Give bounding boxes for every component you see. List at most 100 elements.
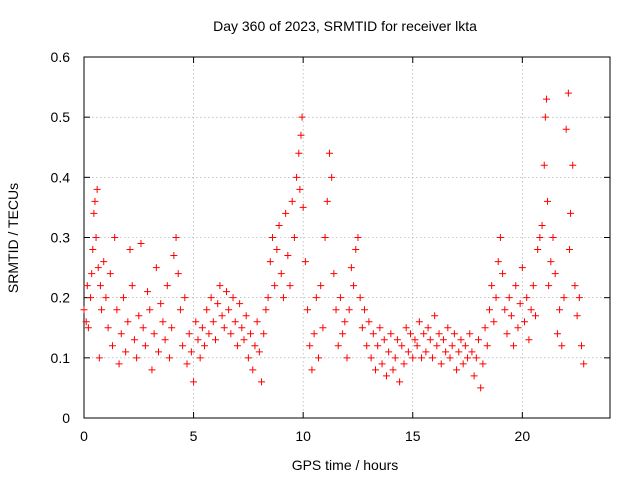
- data-point: [379, 360, 386, 367]
- data-point: [240, 336, 247, 343]
- data-point: [544, 198, 551, 205]
- data-point: [403, 324, 410, 331]
- data-point: [113, 306, 120, 313]
- data-point: [203, 306, 210, 313]
- data-point: [81, 306, 88, 313]
- data-point: [254, 318, 261, 325]
- data-point: [278, 270, 285, 277]
- grid-lines: [84, 57, 610, 418]
- data-point: [173, 234, 180, 241]
- data-point: [440, 336, 447, 343]
- data-point: [186, 330, 193, 337]
- data-point: [234, 342, 241, 349]
- data-point: [177, 306, 184, 313]
- data-point: [129, 282, 136, 289]
- data-point: [385, 348, 392, 355]
- data-point: [499, 270, 506, 277]
- data-point: [425, 324, 432, 331]
- data-point: [346, 306, 353, 313]
- x-tick-label: 10: [295, 428, 311, 444]
- y-tick-label: 0.3: [51, 230, 71, 246]
- data-point: [451, 330, 458, 337]
- data-point: [293, 174, 300, 181]
- data-point: [131, 336, 138, 343]
- data-point: [495, 258, 502, 265]
- data-point: [302, 258, 309, 265]
- data-point: [291, 234, 298, 241]
- data-point: [135, 312, 142, 319]
- data-point: [265, 294, 272, 301]
- data-point: [295, 150, 302, 157]
- data-point: [532, 312, 539, 319]
- data-point: [427, 336, 434, 343]
- data-point: [416, 318, 423, 325]
- data-point: [578, 342, 585, 349]
- data-point: [95, 264, 102, 271]
- data-point: [142, 342, 149, 349]
- data-point: [230, 294, 237, 301]
- data-point: [466, 330, 473, 337]
- data-point: [543, 96, 550, 103]
- data-point: [232, 318, 239, 325]
- data-point: [484, 342, 491, 349]
- data-point: [580, 360, 587, 367]
- data-point: [105, 324, 112, 331]
- data-point: [333, 306, 340, 313]
- data-point: [85, 324, 92, 331]
- data-point: [144, 288, 151, 295]
- data-point: [566, 246, 573, 253]
- data-point: [392, 354, 399, 361]
- data-point: [341, 318, 348, 325]
- data-point: [510, 342, 517, 349]
- data-point: [330, 270, 337, 277]
- data-point: [111, 234, 118, 241]
- data-point: [396, 378, 403, 385]
- data-point: [455, 348, 462, 355]
- data-point: [102, 294, 109, 301]
- data-point: [245, 354, 252, 361]
- data-point: [227, 330, 234, 337]
- data-point: [552, 270, 559, 277]
- data-point: [280, 294, 287, 301]
- data-point: [162, 336, 169, 343]
- data-point: [471, 372, 478, 379]
- data-point: [486, 306, 493, 313]
- data-point: [199, 324, 206, 331]
- tick-labels: 0 5 10 15 2000.10.20.30.40.50.6: [51, 49, 531, 444]
- data-point: [276, 222, 283, 229]
- data-point: [444, 324, 451, 331]
- data-point: [190, 378, 197, 385]
- data-point: [335, 342, 342, 349]
- data-point: [322, 234, 329, 241]
- chart-title: Day 360 of 2023, SRMTID for receiver lkt…: [213, 18, 477, 34]
- data-point: [166, 354, 173, 361]
- data-point: [567, 210, 574, 217]
- data-point: [453, 366, 460, 373]
- data-point: [221, 324, 228, 331]
- data-point: [247, 330, 254, 337]
- data-point: [354, 234, 361, 241]
- x-axis-label: GPS time / hours: [292, 457, 399, 473]
- data-point: [558, 342, 565, 349]
- data-point: [383, 372, 390, 379]
- data-point: [525, 336, 532, 343]
- data-point: [87, 294, 94, 301]
- data-point: [170, 252, 177, 259]
- data-point: [197, 354, 204, 361]
- data-point: [93, 234, 100, 241]
- data-point: [153, 264, 160, 271]
- data-point: [194, 336, 201, 343]
- y-tick-label: 0: [62, 410, 70, 426]
- data-point: [216, 282, 223, 289]
- data-point: [368, 354, 375, 361]
- data-points: [81, 90, 588, 392]
- y-tick-label: 0.2: [51, 290, 71, 306]
- data-point: [120, 294, 127, 301]
- data-point: [84, 282, 91, 289]
- data-point: [433, 342, 440, 349]
- data-point: [506, 294, 513, 301]
- data-point: [447, 354, 454, 361]
- data-point: [352, 246, 359, 253]
- y-axis-label: SRMTID / TECUs: [5, 183, 21, 293]
- data-point: [405, 348, 412, 355]
